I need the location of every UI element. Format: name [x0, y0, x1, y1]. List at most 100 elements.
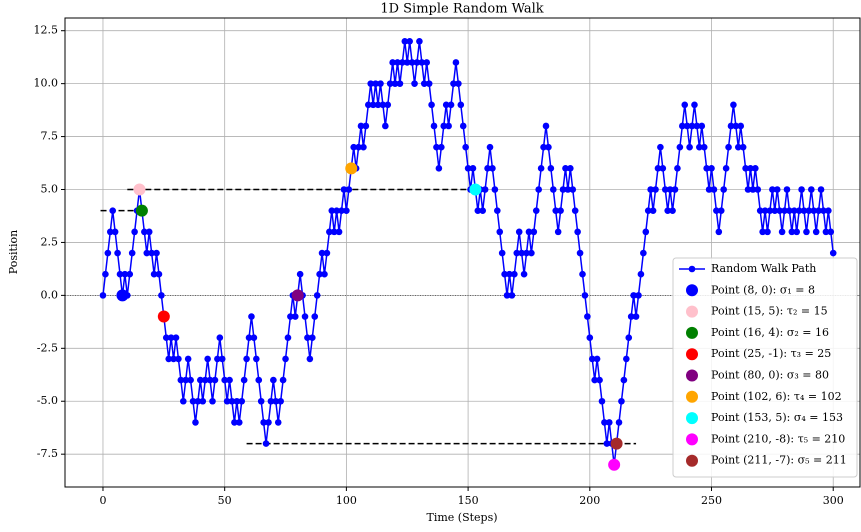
walk-point — [625, 334, 633, 342]
walk-point — [644, 207, 652, 214]
highlight-point — [469, 183, 482, 196]
walk-point — [462, 143, 469, 151]
legend-marker — [686, 369, 698, 382]
walk-point — [464, 165, 472, 172]
walk-point — [632, 313, 640, 320]
legend-marker — [686, 412, 698, 425]
walk-point — [559, 186, 567, 193]
walk-point — [620, 376, 628, 384]
x-axis-label: Time (Steps) — [426, 511, 497, 524]
walk-point — [216, 334, 224, 342]
walk-point — [603, 440, 611, 447]
walk-point — [508, 292, 516, 299]
walk-point — [640, 249, 647, 257]
walk-point — [111, 228, 119, 236]
walk-point — [277, 397, 284, 405]
walk-point — [803, 228, 810, 236]
walk-point — [564, 186, 572, 193]
walk-point — [445, 122, 452, 130]
walk-point — [177, 376, 185, 384]
walk-point — [605, 419, 613, 426]
walk-point — [654, 165, 662, 172]
walk-point — [416, 37, 423, 45]
walk-point — [506, 270, 513, 278]
walk-point — [102, 270, 109, 278]
walk-point — [584, 313, 591, 320]
walk-point — [433, 143, 440, 151]
walk-point — [793, 228, 801, 236]
walk-point — [150, 270, 158, 278]
walk-point — [106, 228, 114, 236]
walk-point — [455, 80, 462, 87]
walk-point — [211, 376, 219, 384]
walk-point — [399, 59, 406, 66]
walk-point — [323, 249, 331, 257]
walk-point — [250, 334, 258, 342]
highlight-point — [116, 289, 129, 302]
walk-point — [245, 334, 253, 342]
walk-point — [642, 228, 650, 236]
walk-point — [189, 397, 197, 405]
walk-point — [374, 101, 382, 109]
walk-point — [372, 80, 379, 87]
walk-point — [435, 165, 443, 172]
walk-point — [384, 101, 392, 109]
walk-point — [574, 228, 581, 236]
walk-point — [734, 143, 742, 151]
walk-point — [722, 165, 730, 172]
walk-point — [571, 207, 579, 214]
walk-point — [798, 186, 805, 193]
legend-label: Point (8, 0): σ₁ = 8 — [711, 283, 815, 296]
walk-point — [703, 165, 710, 172]
legend-label: Point (102, 6): τ₄ = 102 — [711, 390, 842, 403]
walk-point — [698, 122, 706, 130]
walk-point — [403, 59, 411, 66]
y-tick-label: 5.0 — [41, 183, 59, 196]
highlight-point — [610, 437, 623, 450]
x-tick-label: 300 — [823, 494, 844, 507]
x-tick-label: 50 — [218, 494, 232, 507]
walk-point — [810, 207, 818, 214]
walk-point — [248, 313, 255, 320]
walk-point — [272, 397, 280, 405]
walk-point — [175, 355, 182, 363]
walk-point — [708, 165, 715, 172]
walk-point — [513, 249, 521, 257]
walk-point — [218, 355, 226, 363]
legend-label: Point (153, 5): σ₄ = 153 — [711, 411, 843, 424]
walk-point — [382, 122, 389, 130]
walk-point — [700, 143, 708, 151]
walk-point — [744, 186, 752, 193]
walk-point — [754, 186, 762, 193]
walk-point — [579, 270, 586, 278]
walk-point — [683, 122, 691, 130]
x-tick-label: 150 — [458, 494, 479, 507]
walk-point — [812, 228, 820, 236]
walk-point — [128, 249, 136, 257]
walk-point — [661, 186, 669, 193]
walk-point — [364, 101, 372, 109]
walk-point — [486, 143, 494, 151]
walk-point — [688, 122, 696, 130]
walk-point — [141, 228, 148, 236]
walk-point — [671, 186, 679, 193]
walk-point — [766, 207, 774, 214]
walk-point — [145, 228, 153, 236]
walk-point — [788, 228, 796, 236]
walk-point — [778, 228, 786, 236]
walk-point — [786, 207, 793, 214]
legend-marker — [686, 305, 698, 318]
walk-point — [618, 397, 625, 405]
walk-point — [627, 313, 635, 320]
walk-point — [581, 292, 589, 299]
highlight-point — [157, 310, 170, 323]
walk-point — [752, 165, 759, 172]
legend-label: Point (15, 5): τ₂ = 15 — [711, 305, 828, 318]
walk-point — [357, 122, 365, 130]
walk-point — [338, 207, 345, 214]
walk-point — [306, 355, 314, 363]
walk-point — [287, 313, 294, 320]
walk-point — [420, 80, 428, 87]
legend-label: Point (210, -8): τ₅ = 210 — [711, 432, 845, 445]
walk-point — [530, 228, 538, 236]
